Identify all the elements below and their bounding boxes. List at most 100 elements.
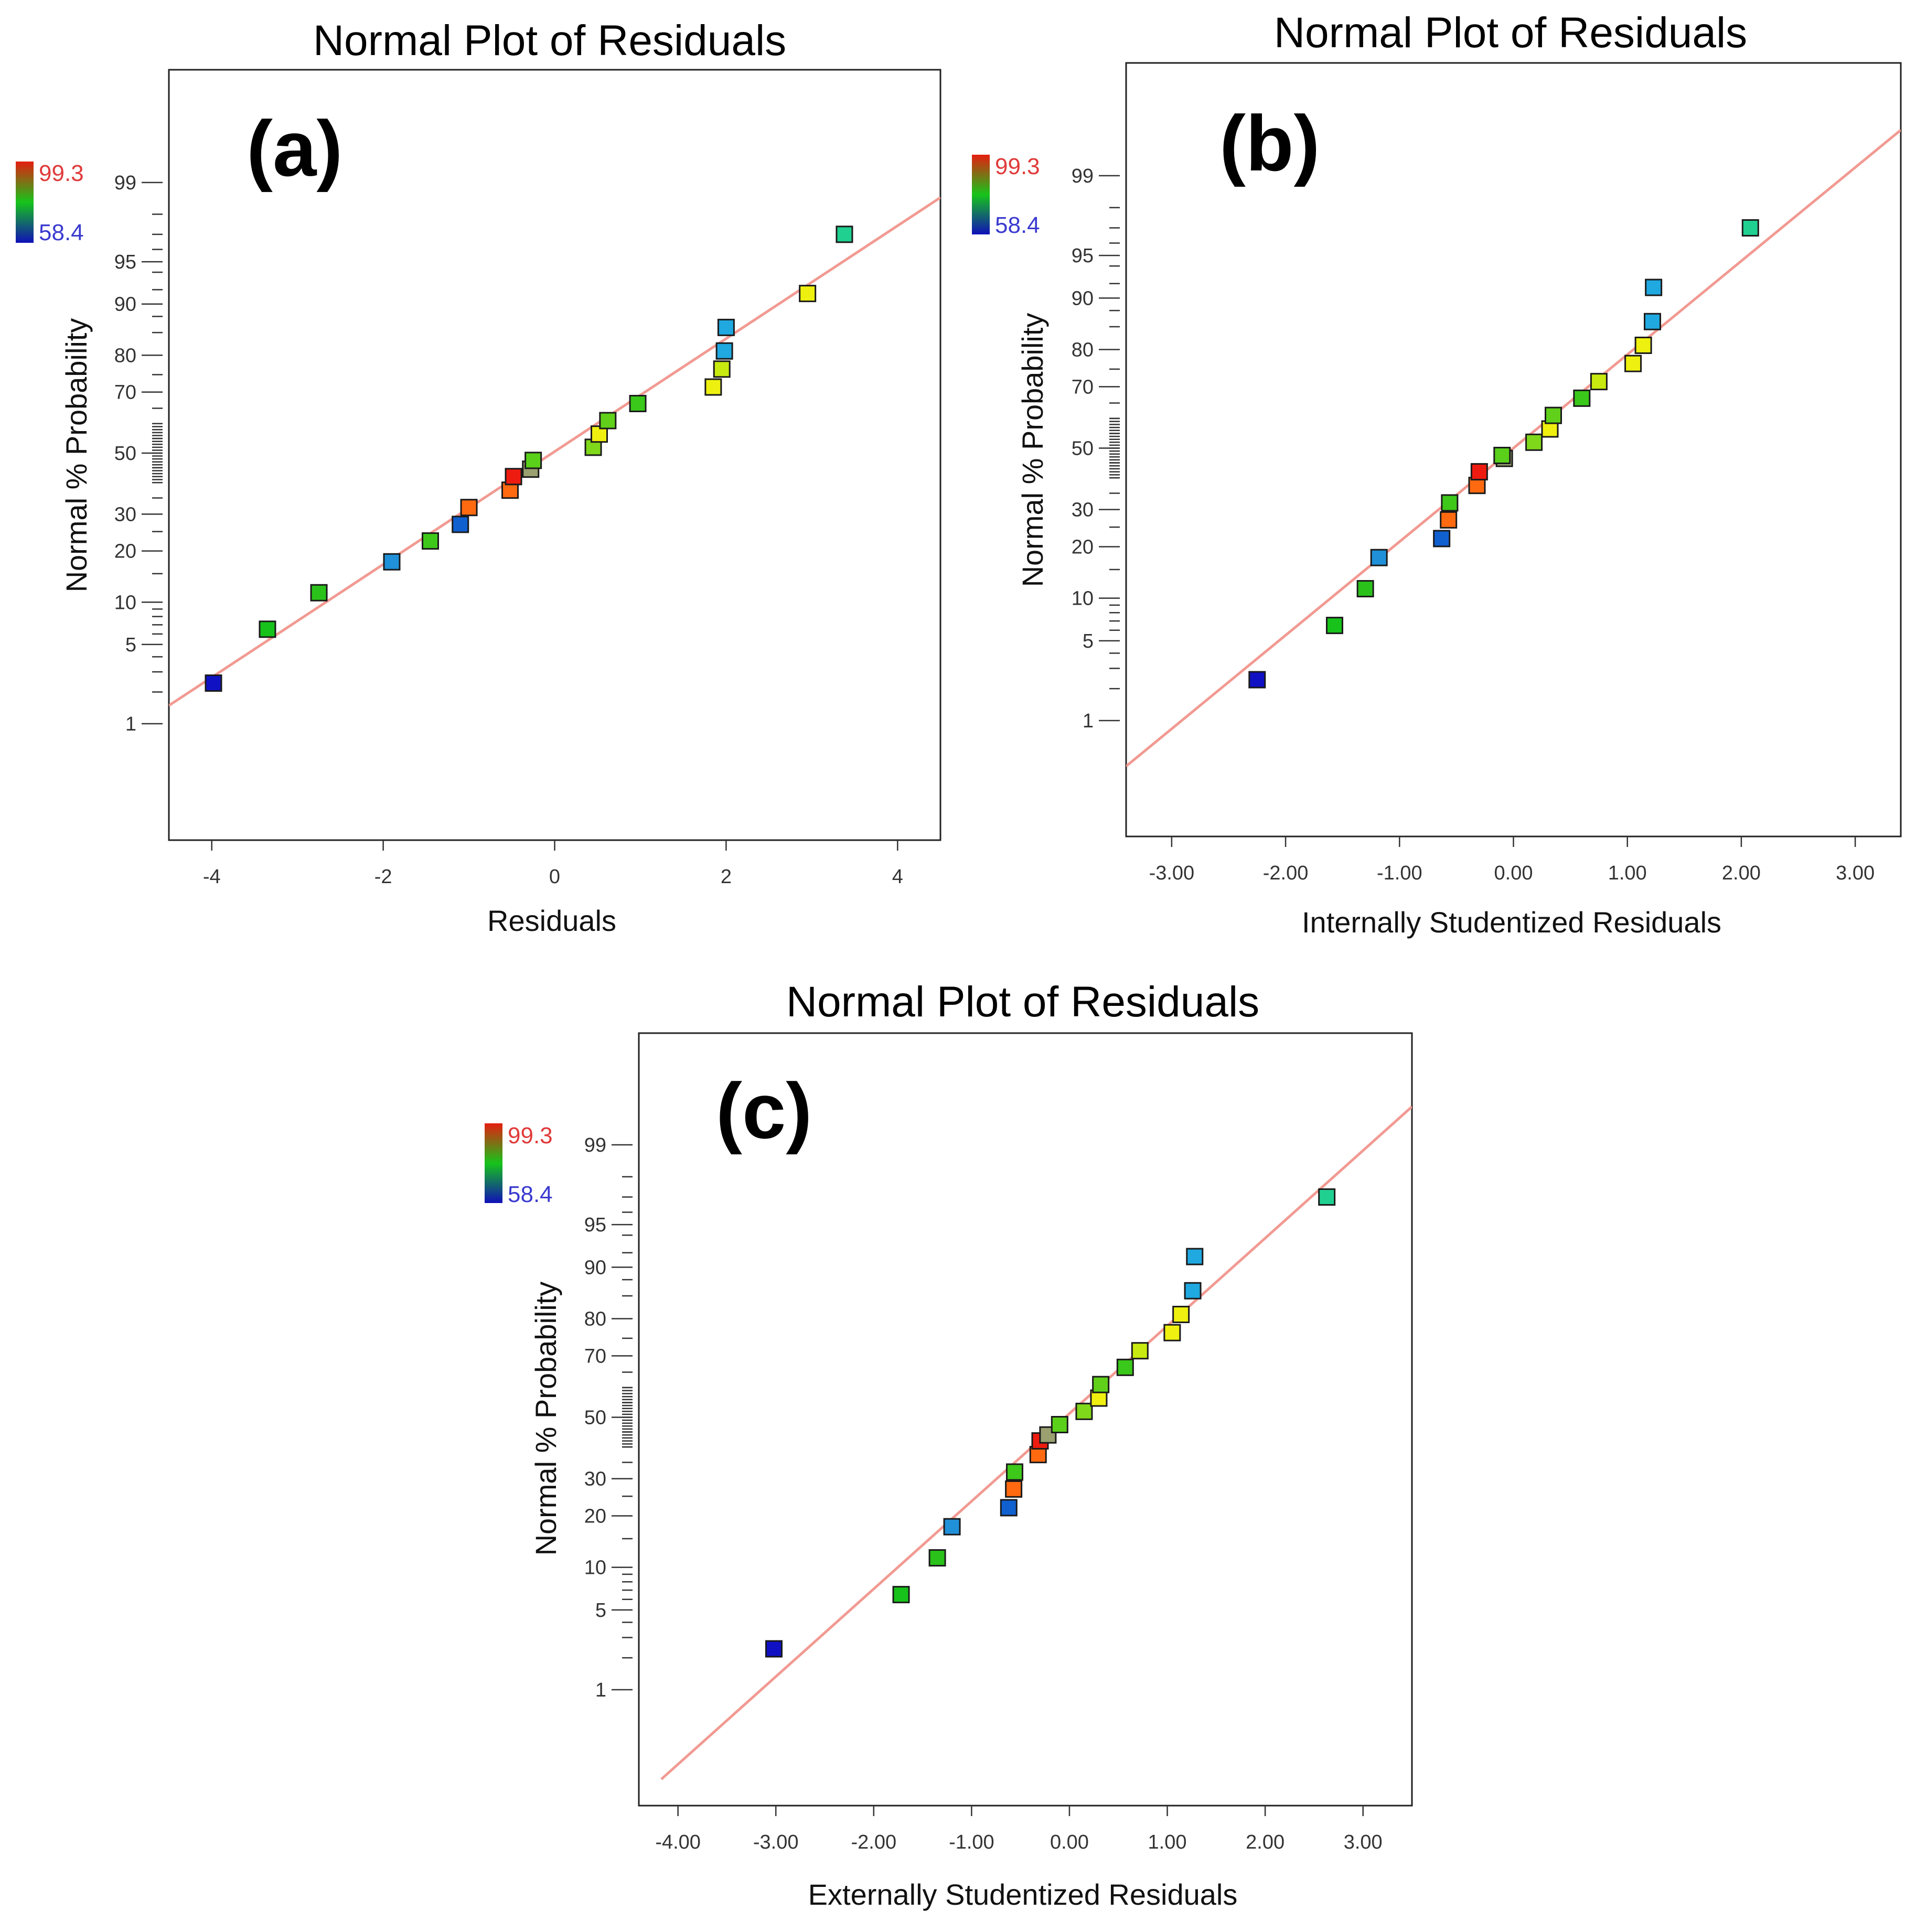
y-tick-label: 1 [1083, 710, 1094, 732]
x-tick-label: 2 [721, 866, 732, 888]
x-tick-label: 2.00 [1722, 862, 1761, 884]
colorbar-max-label: 99.3 [508, 1123, 553, 1149]
x-tick-label: -3.00 [1149, 862, 1195, 884]
y-tick-label: 20 [1072, 536, 1094, 558]
x-tick-label: -2.00 [1263, 862, 1309, 884]
x-tick-label: -4 [203, 866, 221, 888]
y-tick-label: 80 [584, 1308, 606, 1330]
data-point [717, 318, 735, 336]
y-tick-label: 90 [584, 1257, 606, 1279]
y-tick-label: 30 [1072, 499, 1094, 521]
data-point [1433, 530, 1451, 548]
data-point [452, 516, 469, 533]
panel-label: (c) [716, 1067, 812, 1155]
colorbar: 99.3 58.4 [485, 1123, 553, 1207]
x-tick-label: 1.00 [1608, 862, 1647, 884]
data-point [1525, 433, 1543, 451]
chart-title: Normal Plot of Residuals [786, 978, 1259, 1026]
data-point [892, 1586, 910, 1604]
x-tick-label: 2.00 [1246, 1831, 1285, 1853]
y-tick-label: 95 [584, 1214, 606, 1236]
data-point [525, 452, 542, 469]
panel-c: Normal Plot of Residuals (c) 99.3 58.4 N… [485, 978, 1413, 1911]
data-point [1184, 1282, 1202, 1300]
x-axis: -3.00 -2.00 -1.00 0.00 1.00 2.00 3.00 [1149, 836, 1875, 884]
data-point [1573, 389, 1591, 407]
y-axis: 1 5 10 20 30 50 70 80 90 95 99 [114, 172, 163, 735]
data-point [1005, 1463, 1023, 1481]
data-point [205, 674, 222, 692]
data-point [715, 342, 733, 360]
y-tick-label: 99 [584, 1134, 606, 1156]
y-tick-label: 10 [1072, 588, 1094, 610]
x-tick-label: 3.00 [1836, 862, 1875, 884]
x-tick-label: 1.00 [1148, 1831, 1187, 1853]
reference-line [169, 196, 940, 707]
data-point [799, 285, 817, 303]
x-tick-label: 3.00 [1344, 1831, 1383, 1853]
data-point [1248, 671, 1266, 689]
x-tick-label: 0.00 [1494, 862, 1533, 884]
x-tick-label: -2.00 [851, 1831, 896, 1853]
data-series [660, 1105, 1412, 1780]
x-axis: -4.00 -3.00 -2.00 -1.00 0.00 1.00 2.00 3.00 [655, 1806, 1383, 1853]
colorbar-min-label: 58.4 [995, 212, 1040, 238]
y-tick-label: 30 [584, 1468, 606, 1490]
y-tick-label: 1 [595, 1679, 606, 1701]
data-point [704, 378, 722, 396]
y-axis-label: Normal % Probability [60, 318, 93, 593]
colorbar-gradient [972, 155, 990, 234]
data-point [713, 360, 731, 378]
y-tick-label: 20 [114, 541, 136, 563]
colorbar: 99.3 58.4 [16, 160, 84, 245]
colorbar-min-label: 58.4 [39, 220, 84, 245]
data-point [1370, 549, 1388, 566]
data-point [1741, 219, 1759, 237]
y-tick-label: 30 [114, 503, 136, 525]
data-point [1645, 278, 1663, 296]
y-tick-label: 80 [1072, 339, 1094, 361]
data-point [310, 584, 328, 602]
data-point [422, 532, 440, 550]
y-tick-label: 10 [584, 1557, 606, 1579]
y-tick-label: 90 [114, 294, 136, 316]
plot-area [638, 1032, 1413, 1807]
y-tick-label: 99 [1072, 165, 1094, 187]
plot-area [168, 69, 941, 841]
y-tick-label: 70 [1072, 376, 1094, 398]
data-point [1440, 511, 1458, 529]
data-point [1624, 355, 1642, 372]
x-axis-label: Internally Studentized Residuals [1302, 906, 1721, 939]
data-point [1051, 1416, 1068, 1434]
data-point [259, 620, 276, 638]
x-tick-label: -4.00 [655, 1831, 701, 1853]
colorbar-max-label: 99.3 [39, 160, 84, 186]
data-point [1325, 617, 1343, 635]
x-tick-label: -2 [374, 866, 392, 888]
x-axis: -4 -2 0 2 4 [203, 840, 903, 888]
data-point [1643, 313, 1661, 330]
data-point [383, 553, 401, 571]
colorbar-gradient [485, 1123, 502, 1203]
data-point [1470, 463, 1488, 481]
y-tick-label: 70 [584, 1345, 606, 1367]
data-point [765, 1640, 783, 1658]
data-point [629, 394, 647, 412]
colorbar-max-label: 99.3 [995, 154, 1040, 179]
y-axis: 1 5 10 20 30 50 70 80 90 95 99 [1072, 165, 1120, 732]
y-tick-label: 95 [114, 251, 136, 273]
data-point [1493, 447, 1511, 465]
x-tick-label: -1.00 [1377, 862, 1422, 884]
x-axis-label: Residuals [487, 904, 616, 937]
y-axis-label: Normal % Probability [529, 1282, 562, 1556]
data-point [1131, 1342, 1149, 1360]
data-point [1163, 1324, 1181, 1341]
panel-b: Normal Plot of Residuals (b) 99.3 58.4 N… [972, 9, 1902, 939]
y-tick-label: 50 [114, 443, 136, 465]
data-point [1590, 373, 1608, 391]
data-point [1075, 1402, 1093, 1420]
data-point [1318, 1188, 1336, 1206]
data-point [1356, 580, 1374, 598]
data-point [943, 1518, 961, 1536]
